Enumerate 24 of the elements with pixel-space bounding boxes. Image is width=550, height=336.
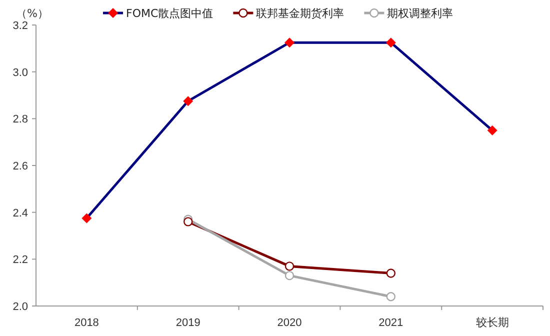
y-tick-label: 2.8 (12, 114, 28, 126)
point (284, 262, 294, 271)
point (284, 270, 294, 280)
legend-label: 期权调整利率 (387, 7, 454, 20)
y-tick-label: 2.2 (12, 254, 28, 266)
y-tick-label: 3.0 (12, 66, 28, 79)
y-tick-label: 3.2 (12, 20, 28, 32)
legend-label: 联邦基金期货利率 (256, 7, 344, 20)
point (386, 268, 396, 278)
y-tick-label: 2.0 (12, 301, 28, 313)
y-tick-label: 2.4 (12, 207, 28, 220)
legend: 联邦基金期货利率 (233, 7, 344, 20)
point (386, 292, 396, 302)
legend: 期权调整利率 (364, 7, 454, 20)
x-tick-label: 2021 (378, 317, 404, 329)
y-axis-title: （%） (16, 7, 48, 20)
y-tick-label: 2.6 (12, 160, 28, 172)
x-tick-label: 2019 (176, 317, 200, 329)
point (184, 217, 193, 226)
legend: FOMC散点图中值 (103, 7, 214, 20)
x-tick-label: 较长期 (476, 316, 509, 329)
x-tick-label: 2018 (74, 317, 99, 329)
x-tick-label: 2020 (277, 317, 302, 329)
legend-label: FOMC散点图中值 (126, 7, 214, 20)
